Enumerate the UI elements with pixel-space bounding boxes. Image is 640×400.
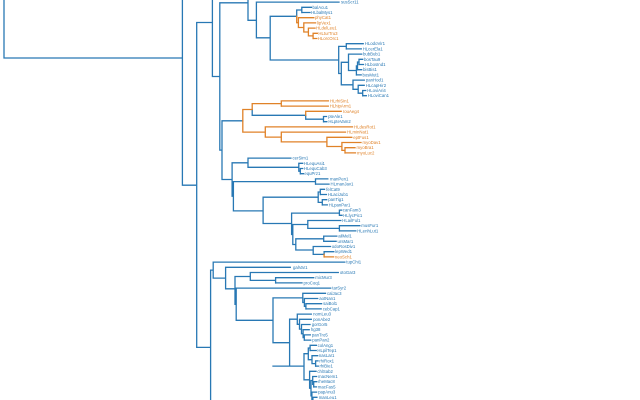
svg-text:colAng1: colAng1 (318, 343, 334, 348)
svg-text:HLmanJav1: HLmanJav1 (331, 182, 355, 187)
svg-text:nomLeu3: nomLeu3 (313, 312, 332, 317)
svg-text:HLorcOrc1: HLorcOrc1 (318, 36, 339, 41)
svg-text:HLodoVir1: HLodoVir1 (365, 41, 386, 46)
svg-text:bubBub1: bubBub1 (363, 52, 381, 57)
svg-text:calJac3: calJac3 (327, 291, 342, 296)
svg-text:tupChi1: tupChi1 (346, 260, 361, 265)
svg-text:HLailFul1: HLailFul1 (342, 218, 361, 223)
svg-text:panTro5: panTro5 (312, 332, 328, 337)
svg-text:balAcu1: balAcu1 (313, 5, 329, 10)
svg-text:HLequAsi1: HLequAsi1 (304, 161, 326, 166)
svg-text:HLoviAri4: HLoviAri4 (367, 88, 386, 93)
svg-text:rhiRox1: rhiRox1 (319, 358, 334, 363)
svg-text:felCat9: felCat9 (326, 187, 340, 192)
svg-text:lepWed1: lepWed1 (335, 249, 352, 254)
svg-text:proCoq1: proCoq1 (304, 280, 321, 285)
svg-text:HLequCab3: HLequCab3 (304, 166, 328, 171)
svg-text:cebCap1: cebCap1 (323, 306, 341, 311)
svg-text:micMur3: micMur3 (315, 275, 332, 280)
svg-text:nasLar1: nasLar1 (319, 353, 335, 358)
svg-text:panPan2: panPan2 (312, 338, 330, 343)
svg-text:otoGar3: otoGar3 (340, 270, 356, 275)
svg-text:HLpanPar1: HLpanPar1 (329, 202, 351, 207)
svg-text:HLturTru3: HLturTru3 (318, 31, 338, 36)
svg-text:bosMut1: bosMut1 (363, 72, 380, 77)
svg-text:macNem1: macNem1 (318, 374, 338, 379)
svg-text:HLaciJub1: HLaciJub1 (328, 192, 349, 197)
svg-text:tarSyr2: tarSyr2 (332, 286, 346, 291)
svg-text:bosTau9: bosTau9 (364, 57, 381, 62)
svg-text:HLcerEla1: HLcerEla1 (363, 46, 384, 51)
svg-text:macFas5: macFas5 (318, 384, 336, 389)
svg-text:myoLuc2: myoLuc2 (357, 150, 375, 155)
svg-text:myoBra1: myoBra1 (357, 145, 375, 150)
svg-text:papAnu3: papAnu3 (318, 390, 336, 395)
svg-text:manPen1: manPen1 (330, 176, 349, 181)
svg-text:HLbosInd1: HLbosInd1 (365, 62, 386, 67)
svg-text:susScr11: susScr11 (341, 0, 359, 5)
svg-text:saiBol1: saiBol1 (323, 301, 338, 306)
svg-text:galVar1: galVar1 (293, 265, 308, 270)
svg-text:odoRosDiv1: odoRosDiv1 (332, 244, 356, 249)
svg-text:phyCat1: phyCat1 (315, 15, 332, 20)
svg-text:HLpteVam2: HLpteVam2 (328, 119, 351, 124)
svg-text:ursMar1: ursMar1 (338, 239, 354, 244)
svg-text:lipVex1: lipVex1 (317, 20, 331, 25)
svg-text:HLdelLeu1: HLdelLeu1 (316, 26, 337, 31)
svg-text:gorGor5: gorGor5 (312, 322, 328, 327)
svg-text:panHod1: panHod1 (366, 78, 384, 83)
svg-text:HLoviCan1: HLoviCan1 (368, 93, 390, 98)
svg-text:HLpilTep1: HLpilTep1 (317, 348, 337, 353)
svg-text:ponAbe2: ponAbe2 (313, 317, 331, 322)
svg-text:HLhipArm1: HLhipArm1 (330, 104, 352, 109)
svg-text:HLminNat1: HLminNat1 (347, 130, 369, 135)
svg-text:rouAeg4: rouAeg4 (343, 109, 360, 114)
svg-text:myoDav1: myoDav1 (363, 140, 382, 145)
svg-text:HLdesRot1: HLdesRot1 (354, 124, 376, 129)
svg-text:musFur1: musFur1 (361, 223, 379, 228)
svg-text:ailMel1: ailMel1 (338, 234, 352, 239)
svg-text:HLenhLut1: HLenhLut1 (357, 228, 379, 233)
svg-text:rheMac8: rheMac8 (318, 379, 335, 384)
svg-text:HLlycPic1: HLlycPic1 (343, 213, 363, 218)
svg-text:cerSim1: cerSim1 (293, 156, 309, 161)
svg-text:HLbalMys1: HLbalMys1 (311, 10, 333, 15)
svg-text:HLrhiSin1: HLrhiSin1 (330, 98, 349, 103)
svg-text:manLeu1: manLeu1 (319, 395, 338, 400)
svg-text:aotNan1: aotNan1 (319, 296, 336, 301)
svg-text:panTig1: panTig1 (328, 197, 344, 202)
svg-text:equPrz1: equPrz1 (304, 171, 321, 176)
svg-text:pteAle1: pteAle1 (328, 114, 343, 119)
svg-text:bisBis1: bisBis1 (363, 67, 377, 72)
svg-text:canFam3: canFam3 (343, 208, 362, 213)
svg-text:HLcapHir2: HLcapHir2 (366, 83, 387, 88)
svg-text:rhiBie1: rhiBie1 (320, 364, 334, 369)
svg-text:neoSch1: neoSch1 (335, 254, 353, 259)
svg-text:chlSab2: chlSab2 (317, 369, 333, 374)
svg-text:hg38: hg38 (311, 327, 321, 332)
svg-text:eptFus1: eptFus1 (353, 135, 369, 140)
